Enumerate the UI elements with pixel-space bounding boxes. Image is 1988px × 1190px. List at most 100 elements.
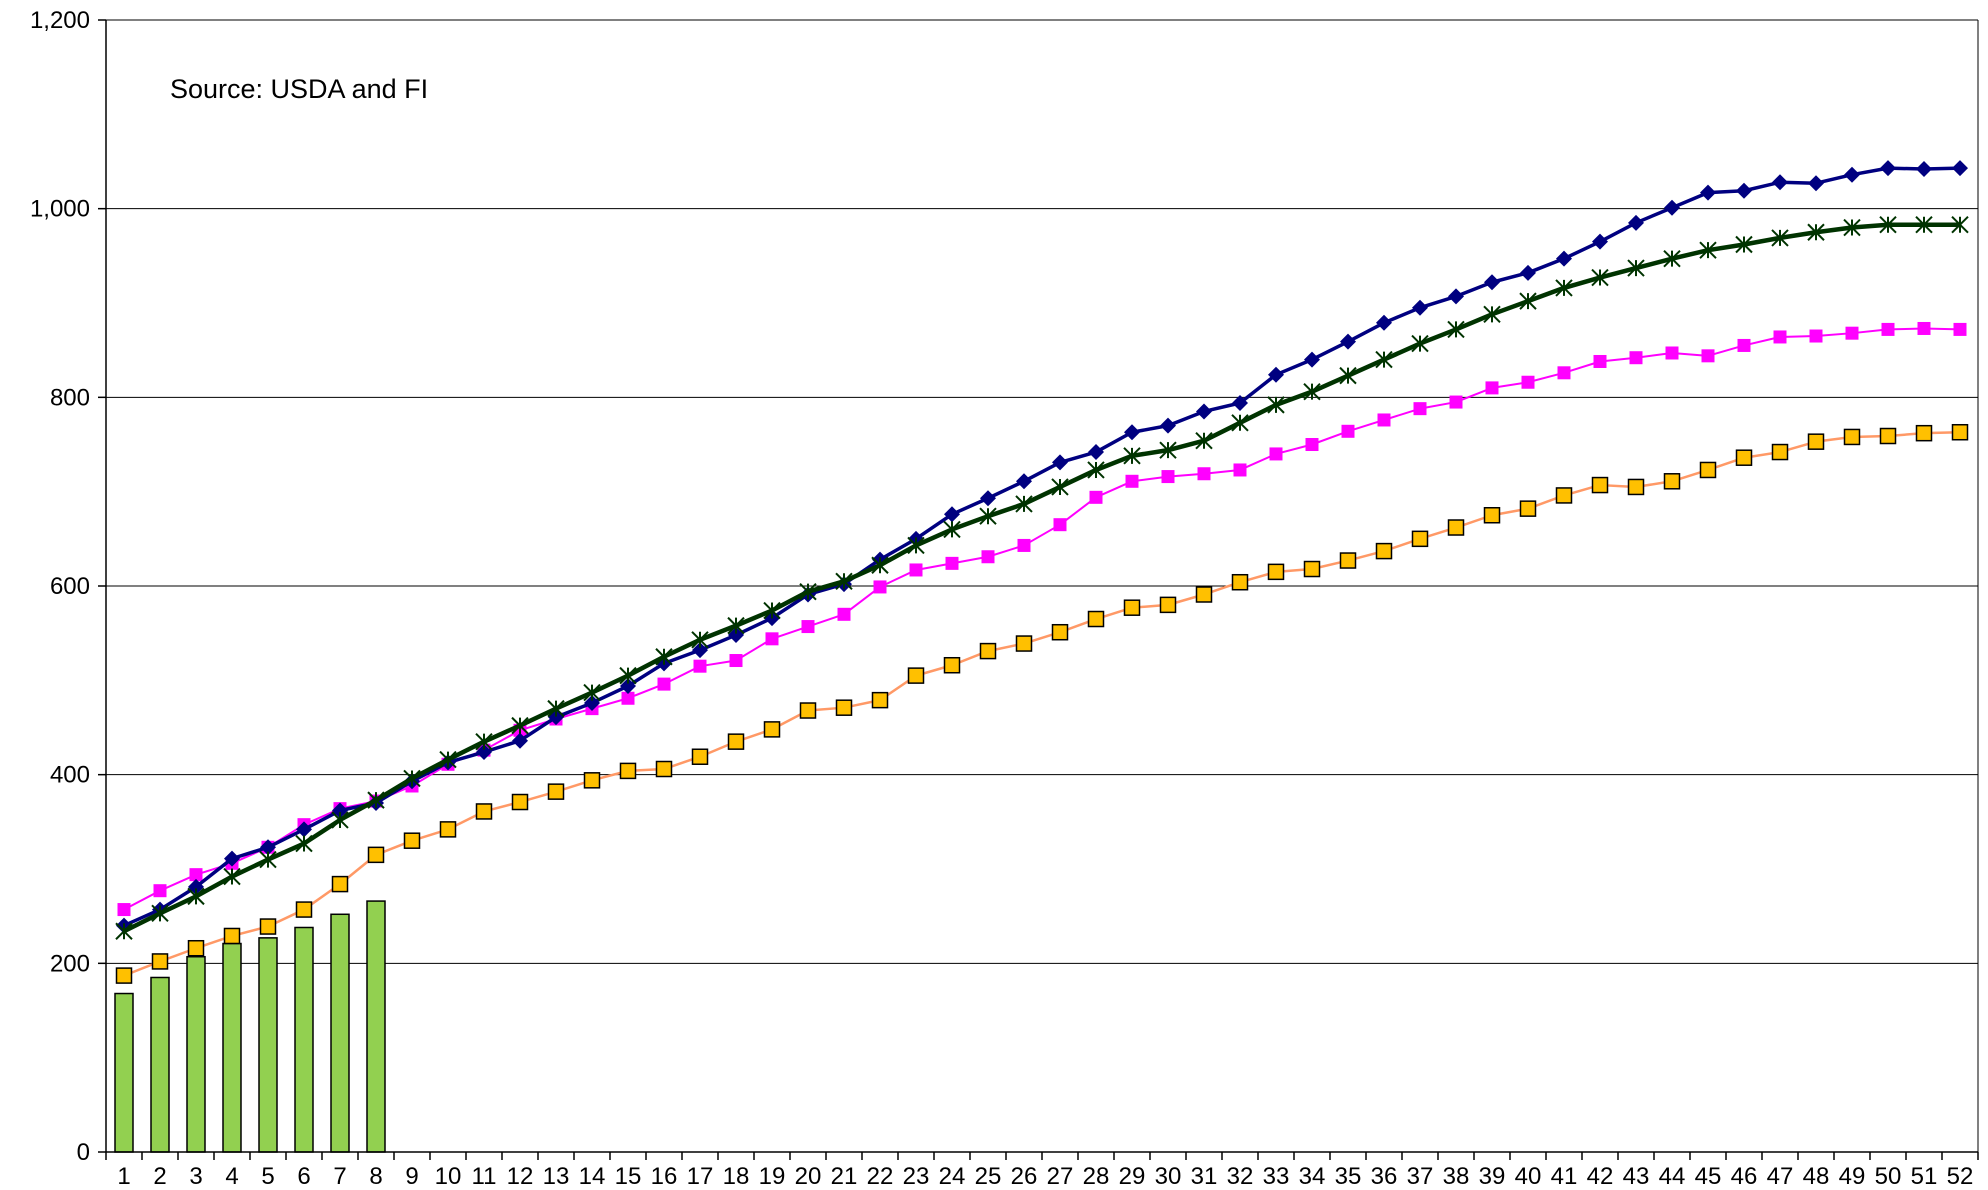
point	[583, 683, 601, 702]
point	[403, 769, 421, 788]
point	[1773, 330, 1787, 344]
point	[1159, 596, 1177, 614]
bar	[330, 913, 350, 1153]
x-tick-label: 50	[1875, 1163, 1902, 1190]
point	[1123, 599, 1141, 616]
point	[727, 616, 745, 635]
point	[331, 875, 349, 893]
point	[691, 748, 709, 765]
point	[1629, 351, 1643, 365]
x-tick-label: 41	[1551, 1163, 1578, 1190]
point	[1015, 495, 1033, 513]
point	[1195, 586, 1213, 603]
point	[945, 556, 959, 570]
point	[909, 563, 923, 577]
point	[295, 901, 313, 918]
series-group	[117, 321, 1967, 917]
y-tick-label: 400	[50, 762, 90, 789]
bar	[150, 976, 170, 1153]
x-tick-label: 51	[1911, 1163, 1938, 1190]
point	[475, 803, 493, 820]
point	[1053, 518, 1067, 532]
x-tick-label: 17	[687, 1163, 714, 1190]
x-tick-label: 46	[1731, 1163, 1758, 1190]
point	[1087, 610, 1105, 628]
point	[332, 802, 348, 819]
point	[403, 832, 421, 849]
point	[1232, 394, 1248, 411]
point	[763, 601, 781, 620]
point	[837, 607, 851, 621]
point	[296, 821, 312, 838]
point	[1521, 375, 1535, 389]
point	[1771, 229, 1789, 247]
point	[1951, 215, 1969, 234]
point	[871, 691, 889, 709]
point	[1663, 473, 1681, 490]
point	[1807, 223, 1825, 241]
point	[187, 939, 205, 957]
x-tick-label: 35	[1335, 1163, 1362, 1190]
point	[1052, 454, 1068, 471]
x-tick-label: 30	[1155, 1163, 1182, 1190]
point	[547, 783, 565, 800]
point	[943, 520, 961, 539]
point	[1448, 288, 1464, 305]
bar-series	[114, 900, 386, 1153]
series-line	[122, 222, 1960, 934]
x-tick-label: 22	[867, 1163, 894, 1190]
point	[655, 648, 673, 666]
point	[1809, 329, 1823, 343]
point	[1412, 299, 1428, 316]
point	[979, 507, 997, 525]
point	[1880, 160, 1896, 177]
x-tick-label: 21	[831, 1163, 858, 1190]
bar	[222, 942, 242, 1153]
series-group	[115, 215, 1969, 940]
point	[1196, 403, 1212, 420]
point	[1879, 215, 1897, 234]
point	[117, 903, 131, 917]
point	[1917, 321, 1931, 335]
point	[1268, 366, 1284, 383]
x-tick-label: 26	[1011, 1163, 1038, 1190]
point	[1628, 214, 1644, 231]
point	[621, 691, 635, 705]
point	[1772, 174, 1788, 191]
point	[1375, 542, 1393, 560]
point	[1305, 438, 1319, 451]
point	[835, 572, 853, 590]
point	[1125, 474, 1139, 488]
x-tick-label: 49	[1839, 1163, 1866, 1190]
point	[1519, 500, 1537, 517]
x-tick-label: 3	[189, 1163, 202, 1190]
point	[1231, 573, 1249, 591]
point	[1447, 519, 1465, 536]
point	[1089, 490, 1103, 504]
point	[1015, 635, 1033, 652]
x-tick-label: 36	[1371, 1163, 1398, 1190]
point	[1556, 250, 1572, 267]
point	[1160, 417, 1176, 434]
x-tick-label: 15	[615, 1163, 642, 1190]
point	[1411, 334, 1429, 353]
point	[1952, 160, 1968, 177]
point	[1484, 274, 1500, 291]
x-tick-label: 4	[225, 1163, 238, 1190]
series-line	[123, 430, 1961, 977]
point	[873, 580, 887, 594]
y-tick-label: 800	[50, 384, 90, 411]
point	[224, 850, 240, 867]
point	[727, 733, 745, 750]
point	[1951, 423, 1969, 441]
point	[189, 868, 203, 882]
point	[1700, 184, 1716, 201]
point	[1844, 166, 1860, 183]
x-tick-label: 7	[333, 1163, 346, 1190]
point	[1593, 354, 1607, 368]
point	[1161, 470, 1175, 484]
x-tick-label: 18	[723, 1163, 750, 1190]
point	[1845, 326, 1859, 340]
point	[691, 631, 709, 649]
point	[1879, 427, 1897, 445]
